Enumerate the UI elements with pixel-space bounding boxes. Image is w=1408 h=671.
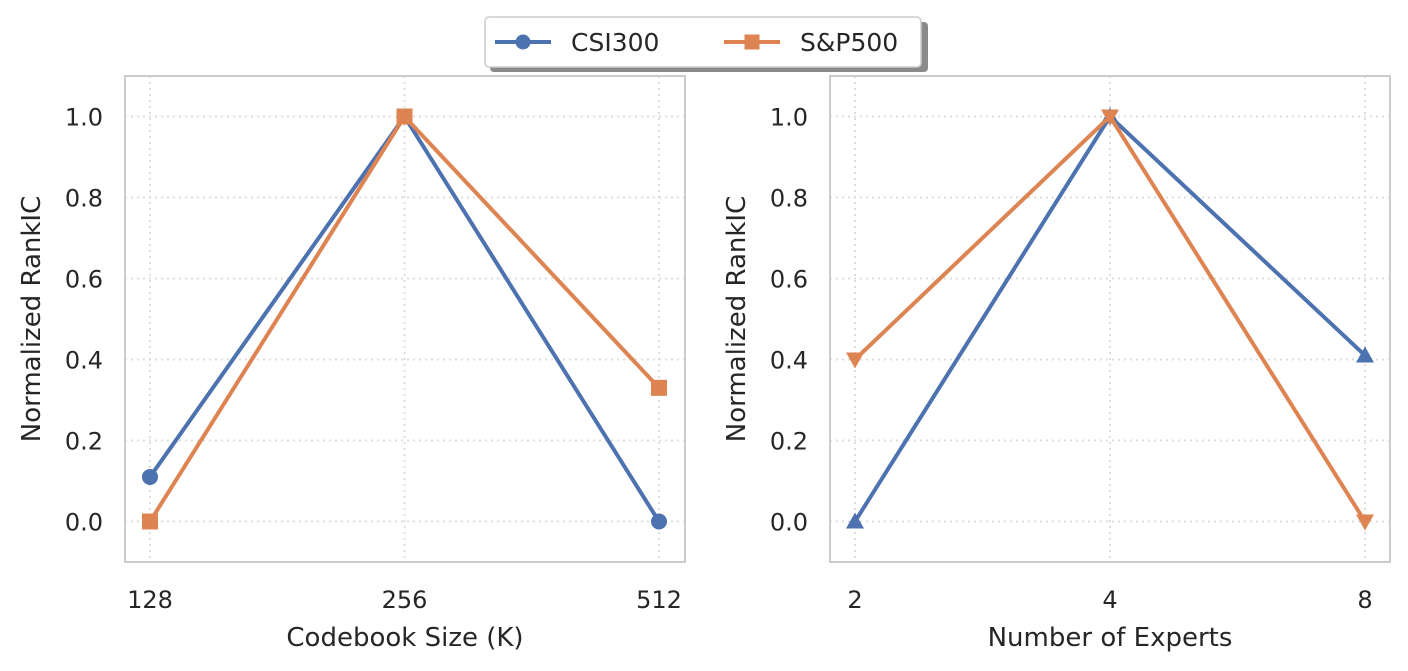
right-y-tick-label: 0.2 [770, 428, 808, 456]
legend: CSI300 S&P500 [484, 16, 928, 72]
right-chart: 0.0 0.2 0.4 0.6 0.8 1.0 2 4 8 Number of Experts… [722, 75, 1391, 653]
right-y-tick-label: 1.0 [770, 104, 808, 132]
left-y-tick-label: 0.0 [65, 509, 103, 537]
legend-marker-sp500 [744, 34, 760, 50]
right-grid [830, 76, 1390, 562]
left-data-point-sp500 [396, 108, 413, 125]
legend-item-sp500: S&P500 [724, 28, 898, 57]
right-data-point-csi300 [1356, 346, 1374, 363]
left-x-tick-label: 512 [636, 586, 682, 614]
left-chart: 0.0 0.2 0.4 0.6 0.8 1.0 128 256 512 Codebook Si… [17, 75, 686, 653]
left-x-ticks: 128 256 512 [127, 586, 682, 614]
left-data-point-csi300 [651, 513, 667, 530]
left-axes-frame [124, 75, 686, 563]
legend-box [484, 16, 922, 68]
right-data-point-sp500 [1101, 109, 1119, 126]
left-grid [125, 76, 685, 562]
left-y-tick-label: 0.2 [65, 428, 103, 456]
left-y-axis-label: Normalized RankIC [17, 196, 47, 443]
left-x-tick-label: 256 [382, 586, 428, 614]
left-series [142, 108, 667, 530]
left-data-point-sp500 [142, 513, 158, 530]
left-data-point-sp500 [651, 379, 667, 396]
right-x-tick-label: 8 [1357, 586, 1372, 614]
right-data-point-csi300 [846, 512, 864, 529]
legend-label-sp500: S&P500 [800, 28, 898, 57]
left-x-axis-label: Codebook Size (K) [286, 623, 523, 653]
left-y-tick-label: 1.0 [65, 104, 103, 132]
right-y-tick-label: 0.4 [770, 347, 808, 375]
left-y-ticks: 0.0 0.2 0.4 0.6 0.8 1.0 [65, 104, 103, 537]
right-series [846, 107, 1374, 531]
right-data-point-sp500 [846, 352, 864, 369]
left-x-tick-label: 128 [127, 586, 173, 614]
left-data-point-csi300 [142, 468, 158, 485]
right-x-ticks: 2 4 8 [847, 586, 1372, 614]
right-y-tick-label: 0.8 [770, 185, 808, 213]
left-y-tick-label: 0.8 [65, 185, 103, 213]
legend-label-csi300: CSI300 [571, 28, 659, 57]
right-x-axis-label: Number of Experts [988, 623, 1233, 653]
legend-marker-csi300 [515, 34, 531, 50]
legend-item-csi300: CSI300 [495, 28, 659, 57]
left-y-tick-label: 0.4 [65, 347, 103, 375]
right-axes-frame [829, 75, 1391, 563]
right-y-axis-label: Normalized RankIC [722, 196, 752, 443]
right-y-tick-label: 0.6 [770, 266, 808, 294]
right-x-tick-label: 2 [847, 586, 862, 614]
right-y-ticks: 0.0 0.2 0.4 0.6 0.8 1.0 [770, 104, 808, 537]
right-x-tick-label: 4 [1102, 586, 1117, 614]
right-data-point-sp500 [1356, 514, 1374, 531]
left-y-tick-label: 0.6 [65, 266, 103, 294]
right-y-tick-label: 0.0 [770, 509, 808, 537]
